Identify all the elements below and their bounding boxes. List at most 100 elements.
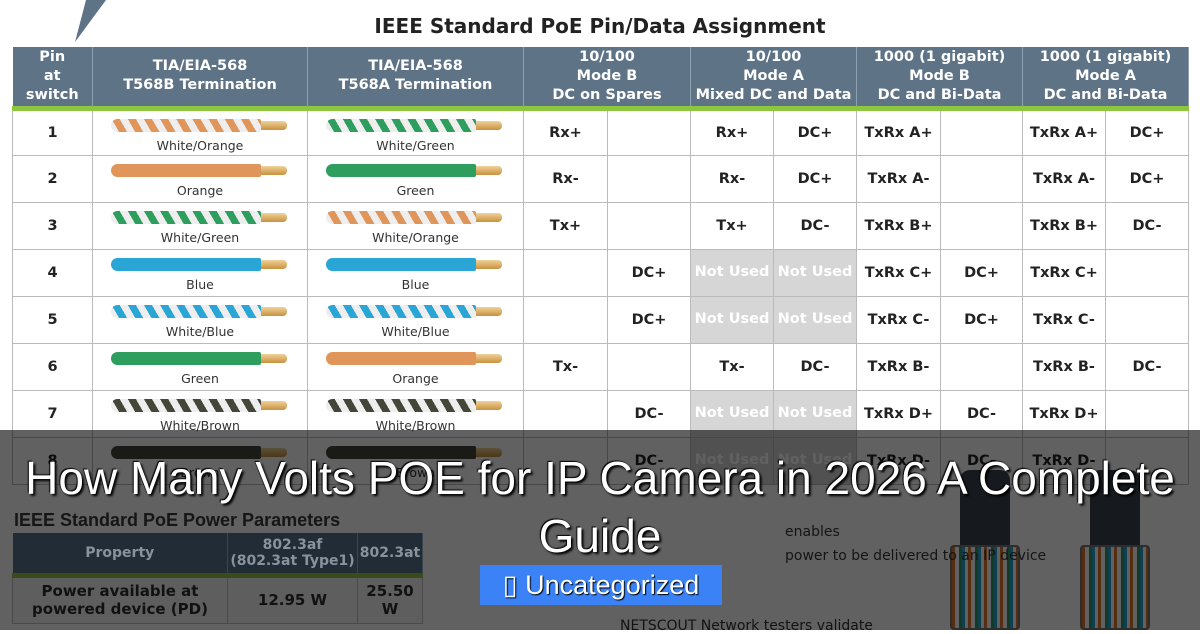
wire-label: White/Blue xyxy=(381,323,450,339)
table-row: 5 White/Blue White/Blue DC+ Not Used Not Used… xyxy=(12,295,1189,344)
copper-tip xyxy=(476,259,502,269)
wire-cell: White/Orange xyxy=(92,107,308,156)
power-table-title: IEEE Standard PoE Power Parameters xyxy=(14,510,341,530)
power-af-value: 12.95 W xyxy=(227,574,358,624)
green-wire-image xyxy=(111,351,261,365)
signal-cell: DC- xyxy=(940,389,1023,438)
header-line: 1000 (1 gigabit) xyxy=(1039,48,1172,65)
copper-tip xyxy=(261,165,287,175)
header-line: switch xyxy=(25,86,79,103)
signal-cell: DC- xyxy=(773,342,857,391)
signal-cell: DC+ xyxy=(1105,154,1189,203)
wire-label: White/Orange xyxy=(372,229,459,245)
orange-wire-image xyxy=(326,351,476,365)
header-line: Mode B xyxy=(576,67,638,84)
signal-cell: TxRx B- xyxy=(856,342,941,391)
signal-cell xyxy=(940,107,1023,156)
header-line: DC and Bi-Data xyxy=(1043,86,1168,103)
header-line: Pin xyxy=(39,48,66,65)
wire-label: Blue xyxy=(186,276,214,292)
pin-number: 7 xyxy=(12,389,93,438)
wire-cell: White/Blue xyxy=(307,295,524,344)
signal-cell: Tx- xyxy=(523,342,608,391)
not-used-cell: Not Used xyxy=(690,295,774,344)
signal-cell: DC+ xyxy=(607,248,691,297)
wire-label: Orange xyxy=(392,370,439,386)
signal-cell: Rx- xyxy=(690,154,774,203)
copper-tip xyxy=(261,212,287,222)
copper-tip xyxy=(476,306,502,316)
wire-label: White/Green xyxy=(376,137,455,153)
signal-cell: DC+ xyxy=(940,248,1023,297)
post-title: How Many Volts POE for IP Camera in 2026… xyxy=(25,452,1175,562)
signal-cell: DC+ xyxy=(1105,107,1189,156)
pin-number: 3 xyxy=(12,201,93,250)
wire-label: Green xyxy=(396,182,435,198)
signal-cell xyxy=(523,248,608,297)
signal-cell: TxRx A- xyxy=(1022,154,1106,203)
signal-cell: DC- xyxy=(1105,201,1189,250)
table-row: 7 White/Brown White/Brown DC- Not Used Not Us… xyxy=(12,389,1189,438)
copper-tip xyxy=(476,400,502,410)
side-text-line: enables xyxy=(785,524,840,540)
green-wire-image xyxy=(326,118,476,132)
wire-cell: Blue xyxy=(307,248,524,297)
column-header: Pin at switch xyxy=(12,47,93,111)
wire-label: White/Brown xyxy=(375,417,456,433)
signal-cell: DC- xyxy=(773,201,857,250)
signal-cell xyxy=(940,201,1023,250)
copper-tip xyxy=(261,120,287,130)
signal-cell xyxy=(607,342,691,391)
wire-label: White/Brown xyxy=(160,417,240,433)
header-line: DC and Bi-Data xyxy=(877,86,1002,103)
header-line: TIA/EIA-568 xyxy=(152,58,248,75)
blue-wire-image xyxy=(326,304,476,318)
header-line: 10/100 xyxy=(579,48,635,65)
header-line: Mode A xyxy=(743,67,804,84)
side-text-line: power to be delivered to an IP device xyxy=(785,548,1047,564)
not-used-cell: Not Used xyxy=(773,295,857,344)
signal-cell xyxy=(607,107,691,156)
power-header-af: 802.3af (802.3at Type1) xyxy=(227,533,358,578)
header-line: DC on Spares xyxy=(552,86,662,103)
signal-cell: DC- xyxy=(1105,342,1189,391)
signal-cell: DC- xyxy=(607,389,691,438)
signal-cell: TxRx A+ xyxy=(856,107,941,156)
signal-cell xyxy=(1105,295,1189,344)
wire-label: White/Orange xyxy=(156,137,244,153)
signal-cell xyxy=(607,154,691,203)
signal-cell: Rx- xyxy=(523,154,608,203)
pin-number: 5 xyxy=(12,295,93,344)
brown-wire-image xyxy=(326,398,476,412)
green-wire-image xyxy=(111,210,261,224)
header-line: T568B Termination xyxy=(123,77,277,94)
column-header: 1000 (1 gigabit) Mode B DC and Bi-Data xyxy=(856,47,1023,111)
header-line: Mode B xyxy=(909,67,970,84)
signal-cell: DC+ xyxy=(940,295,1023,344)
power-parameters-table: Property 802.3af (802.3at Type1) 802.3at… xyxy=(12,533,423,624)
wire-cell: Green xyxy=(92,342,308,391)
orange-wire-image xyxy=(326,210,476,224)
pin-number: 4 xyxy=(12,248,93,297)
header-line: T568A Termination xyxy=(338,77,493,94)
not-used-cell: Not Used xyxy=(690,389,774,438)
table-row: 3 White/Green White/Orange Tx+ Tx+ DC- TxRx B+… xyxy=(12,201,1189,250)
signal-cell xyxy=(940,342,1023,391)
header-line: Mixed DC and Data xyxy=(695,86,852,103)
wire-label: Orange xyxy=(176,182,224,198)
blue-wire-image xyxy=(111,304,261,318)
signal-cell: TxRx C- xyxy=(856,295,941,344)
green-wire-image xyxy=(326,163,476,177)
column-header: 10/100 Mode B DC on Spares xyxy=(523,47,691,111)
signal-cell: TxRx D+ xyxy=(1022,389,1106,438)
signal-cell xyxy=(940,154,1023,203)
wire-cell: Orange xyxy=(92,154,308,203)
column-header: TIA/EIA-568 T568A Termination xyxy=(307,47,524,111)
signal-cell: TxRx D+ xyxy=(856,389,941,438)
category-badge[interactable]: ▯ Uncategorized xyxy=(480,565,722,605)
orange-wire-image xyxy=(111,118,261,132)
signal-cell: Tx+ xyxy=(690,201,774,250)
pin-assignment-table: Pin at switch TIA/EIA-568 T568B Termination T… xyxy=(12,47,1189,485)
table-row: 4 Blue Blue DC+ Not Used Not Used TxRx C+ DC+ Tx… xyxy=(12,248,1189,297)
table-row: 2 Orange Green Rx- Rx- DC+ TxRx A- TxRx A- DC+ xyxy=(12,154,1189,203)
